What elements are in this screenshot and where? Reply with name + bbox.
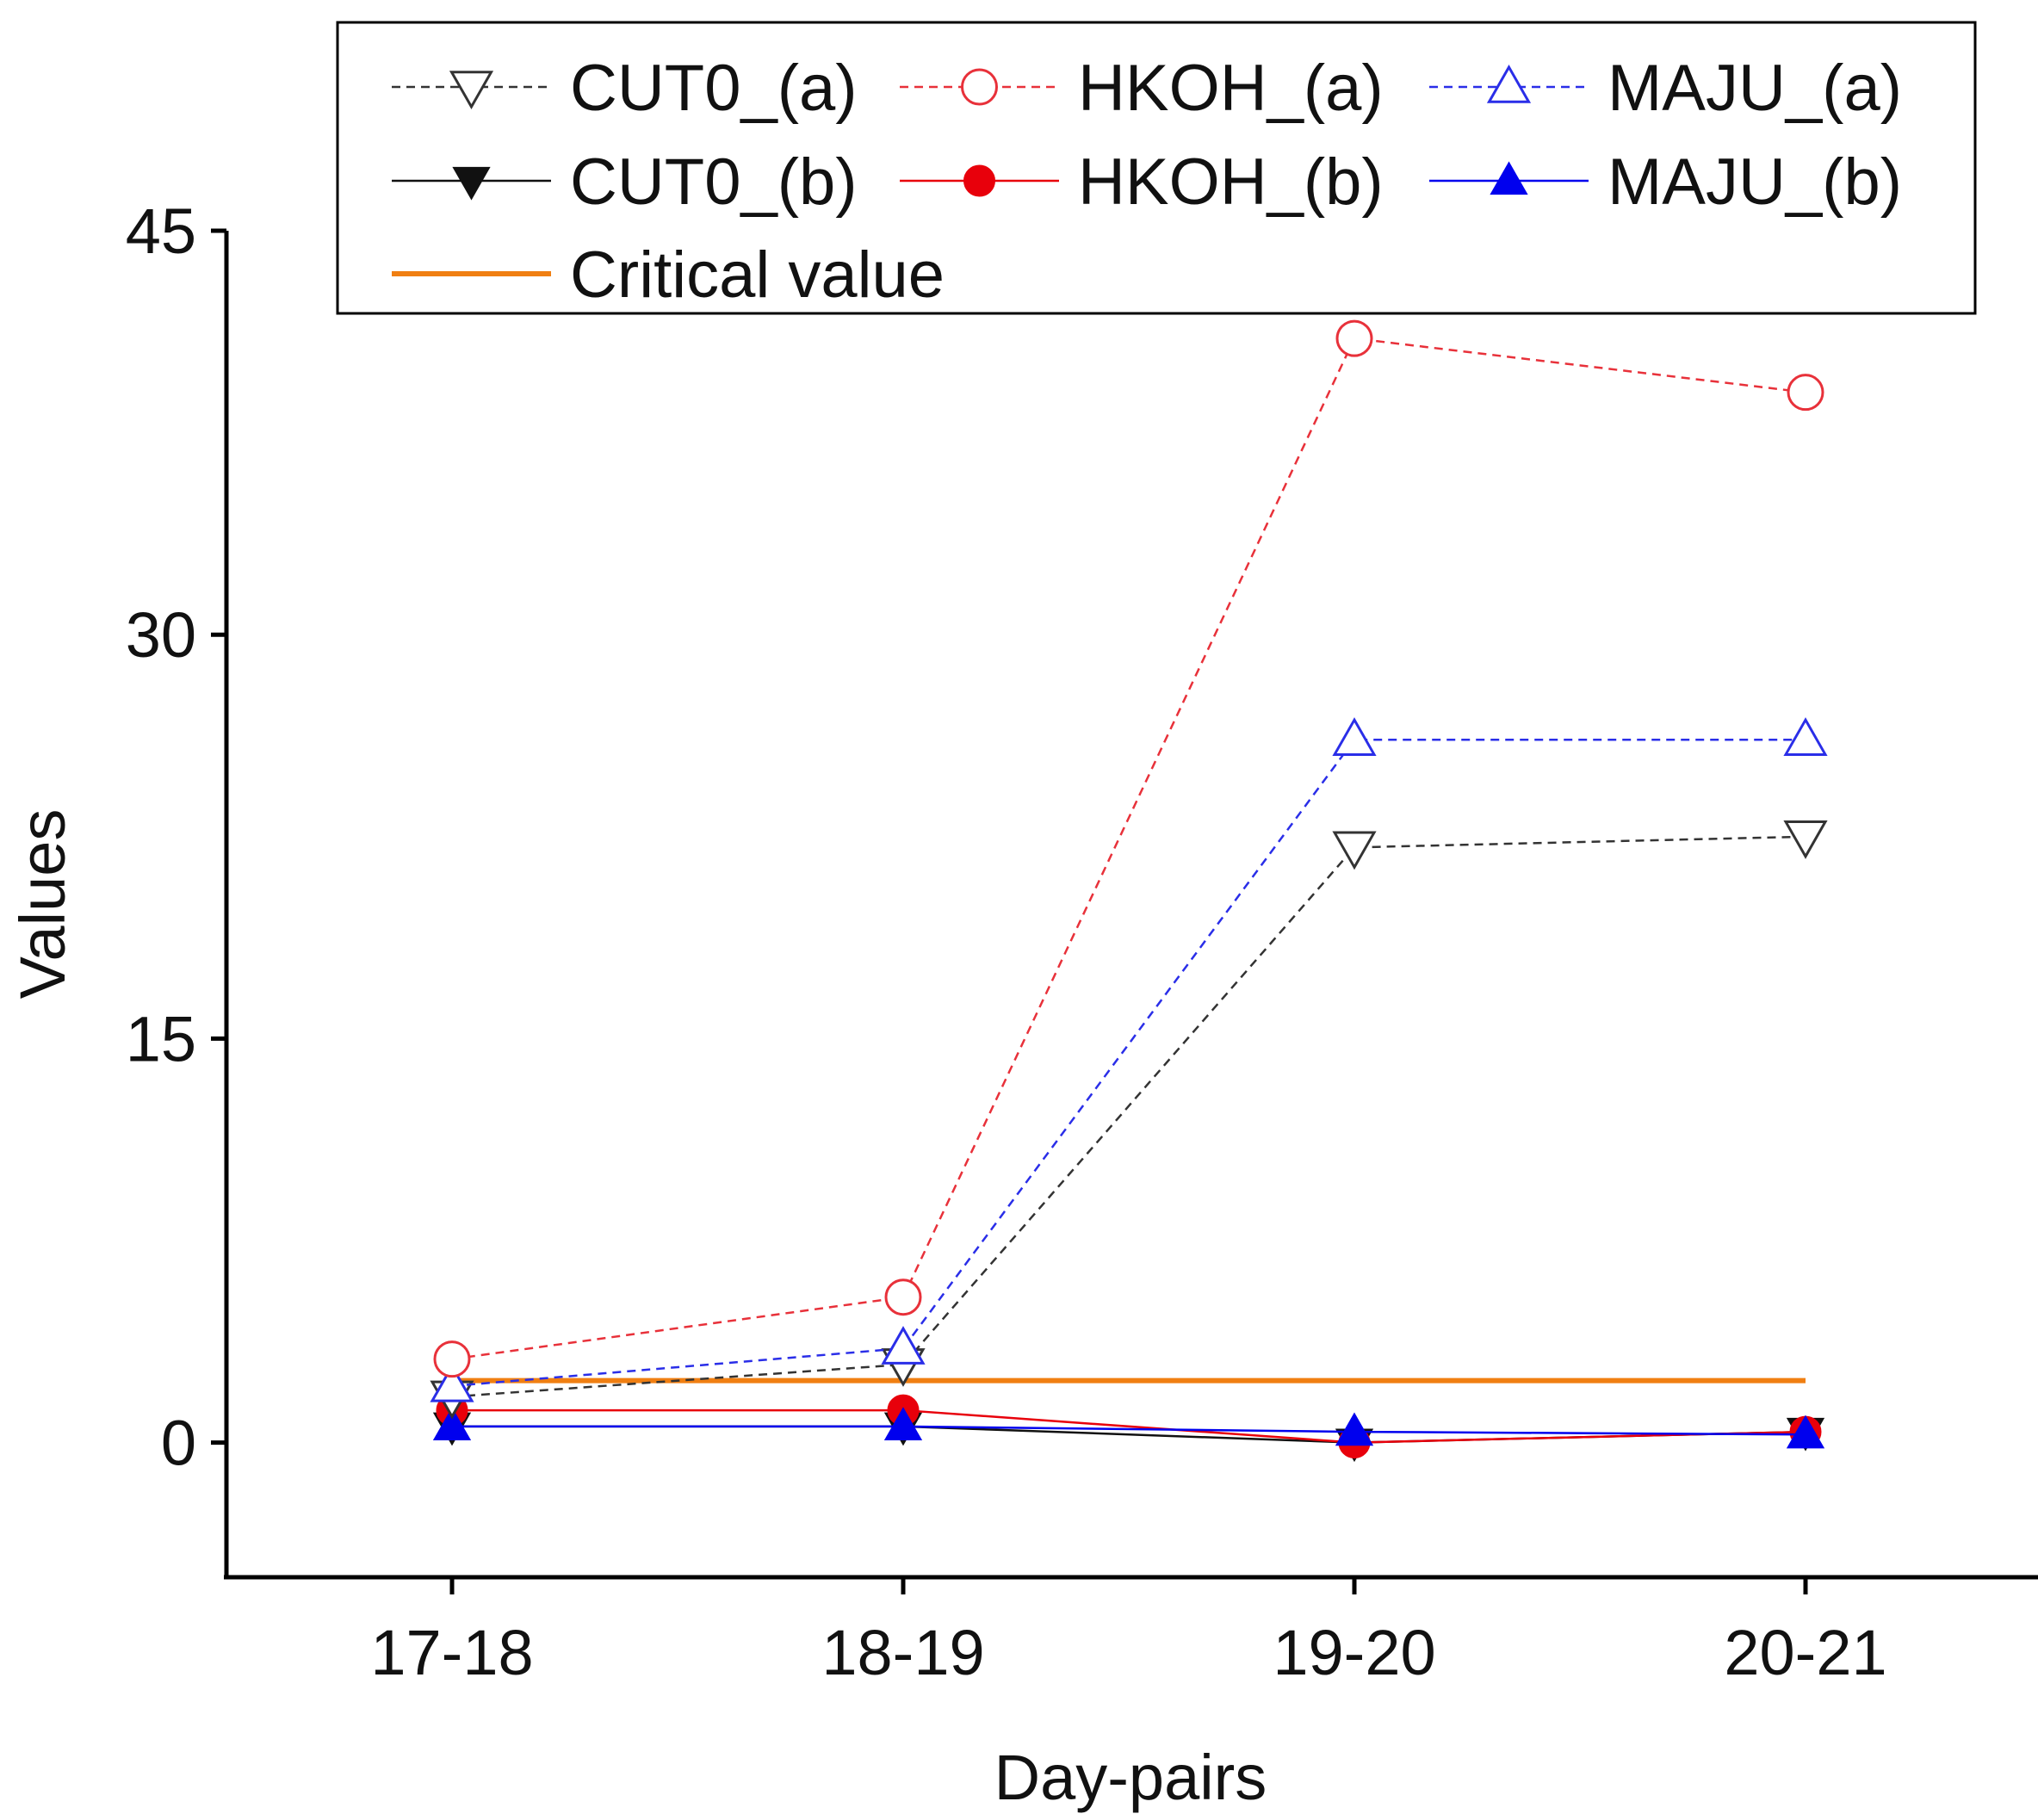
legend-item-maju-a: MAJU_(a) [1429, 52, 1902, 125]
legend-marker [963, 164, 995, 197]
data-point-hkoh-a [884, 1278, 922, 1316]
legend: CUT0_(a) HKOH_(a) MAJU_(a) CUT0_(b) HKOH_(b)… [336, 21, 1977, 315]
y-axis-ticks: 0 15 30 45 [126, 195, 226, 1479]
data-point-hkoh-a [433, 1340, 471, 1378]
legend-item-hkoh-b: HKOH_(b) [900, 145, 1384, 219]
y-axis-title: Values [7, 809, 78, 1000]
data-point-maju-b [432, 1407, 472, 1440]
series-line-maju-b [452, 1425, 1806, 1436]
series-maju-a [430, 717, 1828, 1402]
legend-label: CUT0_(a) [570, 52, 858, 125]
legend-box [336, 21, 1977, 315]
legend-marker [961, 68, 998, 106]
legend-label: Critical value [570, 238, 945, 312]
legend-marker [1486, 64, 1532, 103]
data-point-maju-a [881, 1326, 926, 1365]
legend-label: HKOH_(b) [1078, 145, 1384, 219]
x-tick-label: 19-20 [1273, 1617, 1435, 1688]
legend-label: CUT0_(b) [570, 145, 858, 219]
legend-item-cut0-a: CUT0_(a) [392, 52, 858, 125]
legend-item-hkoh-a: HKOH_(a) [900, 52, 1384, 125]
x-tick-label: 17-18 [370, 1617, 533, 1688]
x-axis-title: Day-pairs [994, 1742, 1267, 1813]
legend-marker [1490, 161, 1528, 195]
data-point-maju-a [430, 1363, 474, 1402]
series-layer [430, 319, 1828, 1463]
legend-label: MAJU_(b) [1607, 145, 1902, 219]
data-point-cut0-a [1783, 820, 1828, 859]
x-tick-label: 18-19 [821, 1617, 984, 1688]
legend-label: MAJU_(a) [1607, 52, 1902, 125]
legend-label: HKOH_(a) [1078, 52, 1384, 125]
data-point-maju-a [1783, 717, 1828, 756]
legend-item-critical-value: Critical value [392, 238, 945, 312]
y-tick-label: 15 [126, 1003, 196, 1074]
y-tick-label: 45 [126, 195, 196, 267]
legend-item-maju-b: MAJU_(b) [1429, 145, 1902, 219]
series-line-maju-a [451, 738, 1806, 1388]
data-point-hkoh-a [1787, 374, 1824, 412]
y-tick-label: 0 [161, 1408, 196, 1479]
series-line-hkoh-b [452, 1408, 1806, 1444]
data-point-maju-a [1332, 717, 1377, 756]
legend-item-cut0-b: CUT0_(b) [392, 145, 858, 219]
legend-marker [449, 71, 494, 110]
series-maju-b [432, 1407, 1825, 1449]
data-point-maju-b [1335, 1412, 1374, 1446]
series-line-hkoh-a [451, 337, 1806, 1360]
legend-marker [452, 166, 491, 201]
data-point-maju-b [883, 1407, 923, 1440]
data-point-maju-b [1786, 1415, 1825, 1449]
series-hkoh-a [433, 319, 1824, 1378]
y-tick-label: 30 [126, 599, 196, 671]
series-line-cut0-a [451, 835, 1806, 1398]
data-point-cut0-a [1332, 831, 1377, 870]
data-point-hkoh-a [1335, 319, 1373, 357]
x-tick-label: 20-21 [1724, 1617, 1886, 1688]
x-axis-ticks: 17-18 18-19 19-20 20-21 [370, 1577, 1887, 1688]
